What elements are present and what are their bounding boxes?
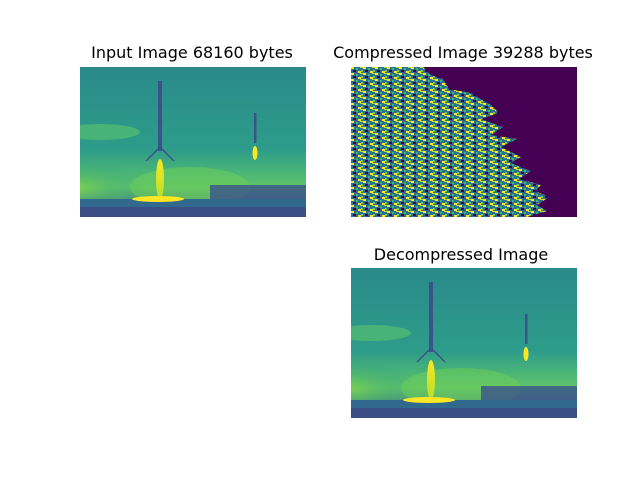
input-image-panel: [80, 67, 306, 217]
compressed-image: [351, 67, 577, 217]
compressed-image-title: Compressed Image 39288 bytes: [333, 43, 593, 62]
decompressed-image: [351, 268, 577, 418]
decompressed-image-title: Decompressed Image: [373, 245, 549, 264]
compressed-image-panel: [351, 67, 577, 217]
decompressed-image-panel: [351, 268, 577, 418]
input-image-title: Input Image 68160 bytes: [91, 43, 293, 62]
input-image: [80, 67, 306, 217]
